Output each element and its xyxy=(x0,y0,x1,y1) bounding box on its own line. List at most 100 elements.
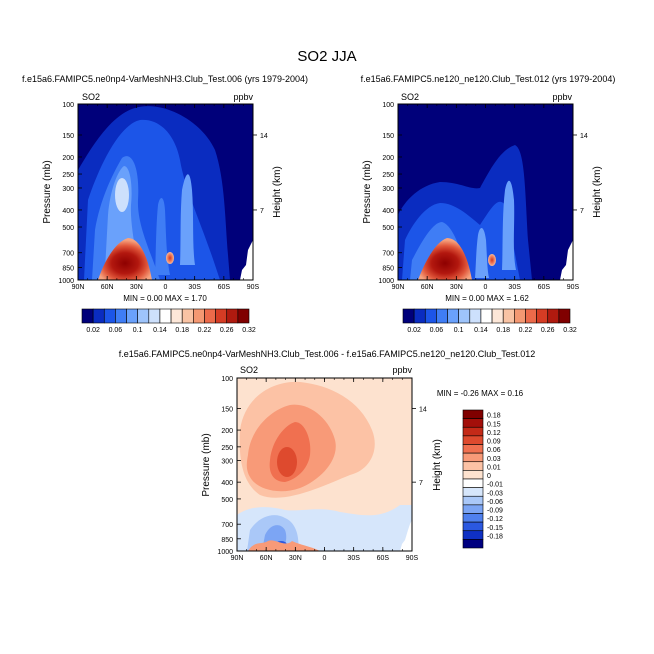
colorbar-swatch xyxy=(462,435,484,445)
figure-title: SO2 JJA xyxy=(297,48,356,65)
y-tick-label: 1000 xyxy=(378,278,394,285)
x-tick-label: 30N xyxy=(289,555,302,562)
colorbar-swatch xyxy=(159,308,172,324)
colorbar-swatch xyxy=(447,308,459,324)
panel-1-ylabel: Pressure (mb) xyxy=(42,160,53,223)
y-tick-label: 500 xyxy=(221,497,233,504)
y-tick-label: 150 xyxy=(382,133,394,140)
x-tick-label: 60S xyxy=(538,284,551,291)
y-tick-label: 300 xyxy=(382,186,394,193)
y2-tick-label: 14 xyxy=(580,133,588,140)
y2-tick-label: 7 xyxy=(419,480,423,487)
panel-3-pos-core xyxy=(277,447,297,477)
y-tick-label: 250 xyxy=(221,445,233,452)
colorbar-label: 0.14 xyxy=(153,327,167,334)
panel-2-colorbar: 0.02 0.06 0.1 0.14 0.18 0.22 0.26 0.32 xyxy=(402,308,577,334)
panel-3: f.e15a6.FAMIPC5.ne0np4-VarMeshNH3.Club_T… xyxy=(119,349,536,562)
colorbar-swatch xyxy=(462,478,484,488)
panel-1-field-label: SO2 xyxy=(82,92,100,102)
x-tick-label: 60S xyxy=(377,555,390,562)
colorbar-swatch xyxy=(462,461,484,471)
x-tick-label: 30S xyxy=(347,555,360,562)
y-tick-label: 250 xyxy=(382,172,394,179)
panel-2-eq-hotspot xyxy=(488,254,496,266)
x-tick-label: 90S xyxy=(406,555,419,562)
y-tick-label: 300 xyxy=(221,459,233,466)
panel-2-axes: 100 150 200 250 300 400 500 700 850 1000 14 7 90N 60N… xyxy=(378,102,587,291)
x-tick-label: 60N xyxy=(101,284,114,291)
colorbar-label: 0.22 xyxy=(519,327,533,334)
y-tick-label: 100 xyxy=(382,102,394,109)
colorbar-label: 0.15 xyxy=(487,421,501,428)
colorbar-swatch xyxy=(181,308,194,324)
panel-1-eq-column-blue xyxy=(180,174,195,265)
colorbar-label: -0.09 xyxy=(487,508,503,515)
x-tick-label: 30S xyxy=(188,284,201,291)
x-tick-label: 60S xyxy=(218,284,231,291)
colorbar-swatch xyxy=(480,308,493,324)
colorbar-label: 0 xyxy=(487,473,491,480)
colorbar-swatch xyxy=(92,308,105,324)
x-tick-label: 0 xyxy=(484,284,488,291)
x-tick-label: 0 xyxy=(323,555,327,562)
colorbar-label: 0.18 xyxy=(175,327,189,334)
y-tick-label: 500 xyxy=(62,225,74,232)
colorbar-swatch xyxy=(462,495,484,506)
x-tick-label: 90S xyxy=(247,284,260,291)
colorbar-label: -0.12 xyxy=(487,516,503,523)
colorbar-swatch xyxy=(148,308,161,324)
panel-1-nh-column-blue xyxy=(155,198,170,275)
y-tick-label: 100 xyxy=(62,102,74,109)
colorbar-label: 0.06 xyxy=(430,327,444,334)
colorbar-swatch xyxy=(462,470,484,480)
panel-1-units: ppbv xyxy=(233,92,253,102)
colorbar-label: 0.26 xyxy=(541,327,555,334)
colorbar-swatch xyxy=(536,308,549,324)
panel-1-red-mound xyxy=(98,238,152,280)
panel-2-plot-area xyxy=(398,104,573,280)
colorbar-label: 0.02 xyxy=(86,327,100,334)
y-tick-label: 300 xyxy=(62,186,74,193)
panel-1-colorbar: 0.02 0.06 0.1 0.14 0.18 0.22 0.26 0.32 xyxy=(81,308,256,334)
colorbar-swatch xyxy=(193,308,205,324)
panel-1-minmax: MIN = 0.00 MAX = 1.70 xyxy=(123,294,207,303)
colorbar-swatch xyxy=(558,308,571,324)
colorbar-label: 0.1 xyxy=(133,327,143,334)
colorbar-label: 0.01 xyxy=(487,464,501,471)
colorbar-label: -0.15 xyxy=(487,525,503,532)
panel-1-axes: 100 150 200 250 300 400 500 700 850 1000 14 7 90N 60N… xyxy=(58,102,267,291)
y-tick-label: 200 xyxy=(221,428,233,435)
y2-tick-label: 7 xyxy=(260,208,264,215)
panel-2-title: f.e15a6.FAMIPC5.ne120_ne120.Club_Test.01… xyxy=(361,74,616,84)
colorbar-swatch xyxy=(115,308,127,324)
y-tick-label: 850 xyxy=(62,266,74,273)
y2-tick-label: 14 xyxy=(419,406,427,413)
panel-3-ylabel: Pressure (mb) xyxy=(201,433,212,496)
y-tick-label: 400 xyxy=(221,480,233,487)
panel-3-field-label: SO2 xyxy=(240,365,258,375)
panel-1-eq-hotspot xyxy=(166,252,174,264)
panel-3-topography xyxy=(400,520,412,551)
y-tick-label: 100 xyxy=(221,376,233,383)
panel-1-plot-area xyxy=(78,104,253,281)
x-tick-label: 90S xyxy=(567,284,580,291)
panel-1-title: f.e15a6.FAMIPC5.ne0np4-VarMeshNH3.Club_T… xyxy=(22,74,308,84)
panel-1: f.e15a6.FAMIPC5.ne0np4-VarMeshNH3.Club_T… xyxy=(22,74,308,334)
colorbar-swatch xyxy=(462,504,484,514)
y-tick-label: 1000 xyxy=(217,549,233,556)
colorbar-swatch xyxy=(462,444,484,454)
colorbar-swatch xyxy=(424,308,437,324)
colorbar-label: 0.18 xyxy=(496,327,510,334)
panel-2-topography xyxy=(560,240,573,280)
colorbar-label: 0.12 xyxy=(487,430,501,437)
colorbar-label: -0.18 xyxy=(487,533,503,540)
colorbar-label: -0.03 xyxy=(487,490,503,497)
colorbar-swatch xyxy=(170,308,183,324)
colorbar-swatch xyxy=(436,308,448,324)
y-tick-label: 850 xyxy=(221,537,233,544)
colorbar-swatch xyxy=(462,418,484,428)
colorbar-swatch xyxy=(514,308,526,324)
colorbar-label: 0.06 xyxy=(109,327,123,334)
panel-1-contour-level-5 xyxy=(115,178,129,212)
colorbar-label: 0.1 xyxy=(454,327,464,334)
